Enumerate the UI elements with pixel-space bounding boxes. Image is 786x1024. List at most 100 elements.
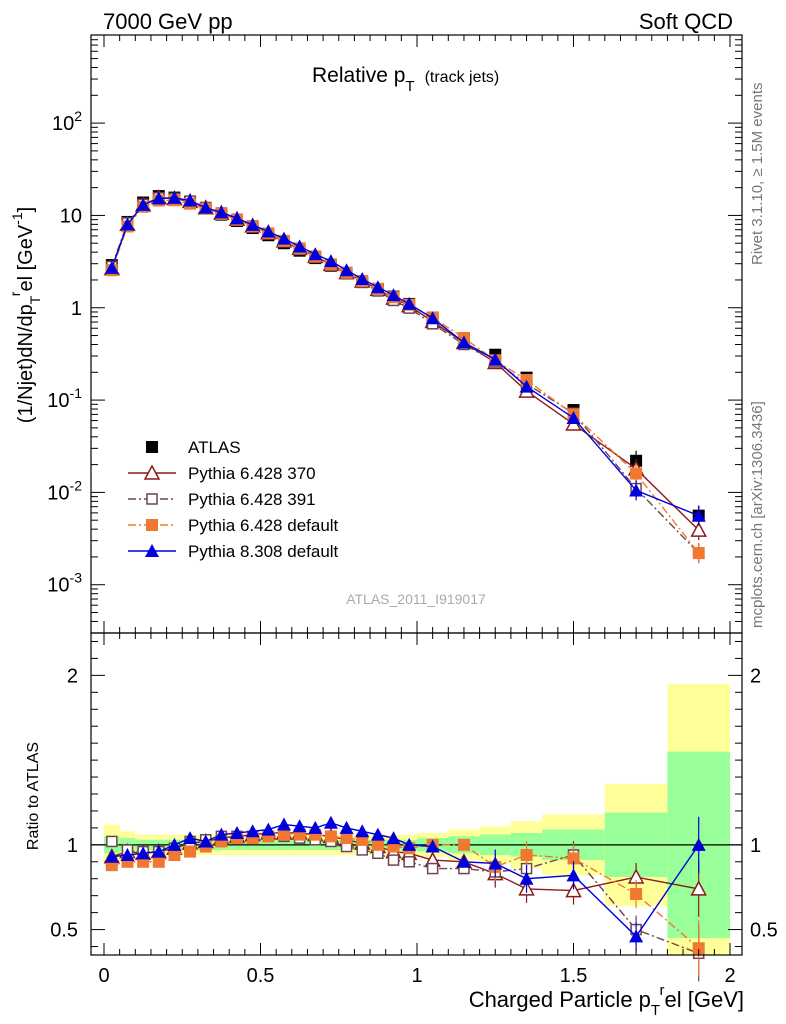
ratio-y-tick-label-right: 1: [750, 835, 761, 857]
legend-marker: [145, 544, 159, 557]
main-point: [355, 271, 370, 285]
main-point: [629, 483, 644, 497]
main-point: [456, 335, 471, 349]
main-point: [519, 379, 534, 393]
ratio-point: [151, 844, 166, 858]
ratio-point: [276, 817, 291, 831]
ratio-point: [426, 862, 439, 875]
ratio-point: [425, 839, 440, 853]
ratio-point: [565, 882, 582, 898]
main-point: [402, 296, 417, 310]
legend-label: ATLAS: [188, 438, 241, 457]
ratio-series-layer: [103, 815, 707, 982]
rivet-version-label: Rivet 3.1.10, ≥ 1.5M events: [749, 83, 766, 266]
x-tick-label: 1.5: [560, 965, 588, 987]
main-point: [136, 197, 151, 211]
plot-title-note: (track jets): [425, 69, 500, 86]
ratio-bands: [91, 683, 742, 955]
ratio-point: [566, 868, 581, 882]
main-point: [339, 263, 354, 277]
ratio-point: [567, 852, 580, 865]
ratio-point: [277, 828, 290, 841]
main-point: [183, 193, 198, 207]
main-point: [245, 217, 260, 231]
main-point: [566, 410, 581, 424]
legend-entry: Pythia 6.428 391: [128, 490, 316, 509]
main-y-tick-label: 102: [52, 108, 82, 135]
main-point: [308, 247, 323, 261]
main-point: [214, 205, 229, 219]
ratio-point: [520, 849, 533, 862]
legend-entry: ATLAS: [146, 438, 241, 457]
main-point: [691, 508, 706, 522]
ratio-point: [292, 819, 307, 833]
ratio-point: [168, 849, 181, 862]
legend-entry: Pythia 8.308 default: [128, 542, 339, 561]
ratio-point: [387, 854, 400, 866]
ratio-point: [488, 856, 503, 870]
plot-title-main: Relative p: [312, 64, 405, 87]
main-point: [425, 311, 440, 325]
ratio-point: [308, 820, 323, 834]
header-category-label: Soft QCD: [639, 9, 733, 34]
main-point: [198, 200, 213, 214]
ratio-y-tick-label: 0.5: [50, 920, 78, 942]
ratio-point: [340, 832, 353, 845]
ratio-point: [104, 849, 119, 863]
main-point: [386, 288, 401, 302]
x-axis-label: Charged Particle pTrel [GeV]: [469, 982, 744, 1019]
main-point: [692, 547, 705, 560]
ratio-point: [371, 838, 384, 851]
legend: ATLAS Pythia 6.428 370 Pythia 6.428 391 Pyt…: [128, 438, 339, 561]
main-y-tick-label: 10-3: [47, 570, 82, 597]
legend-label: Pythia 6.428 391: [188, 490, 316, 509]
main-point: [120, 217, 135, 231]
main-y-tick-label: 10-1: [47, 385, 82, 412]
main-point: [104, 260, 119, 274]
legend-marker: [143, 464, 161, 480]
legend-entry: Pythia 6.428 default: [128, 516, 339, 535]
main-point: [690, 521, 707, 537]
ratio-point: [183, 831, 198, 845]
ratio-point: [324, 830, 337, 843]
ratio-point: [691, 837, 706, 851]
main-point: [261, 224, 276, 238]
ratio-point: [261, 822, 276, 836]
legend-marker: [146, 441, 158, 453]
ratio-point: [457, 838, 470, 851]
ratio-point: [386, 831, 401, 845]
ratio-point: [152, 855, 165, 868]
axes-layer: 0 0.5 1 1.5 2 10-3 10-2 10-1 1 10 102 0.5 0.5 1 1 2 2: [47, 34, 778, 987]
ratio-point: [323, 815, 338, 829]
ratio-point: [402, 837, 417, 851]
plot-title-subscript: T: [405, 78, 414, 95]
main-point: [370, 280, 385, 294]
legend-marker: [146, 493, 158, 505]
main-y-axis-label: (1/Njet)dN/dpTrel [GeV-1]: [7, 207, 43, 423]
ratio-point: [630, 887, 643, 900]
ratio-y-axis-label: Ratio to ATLAS: [25, 742, 42, 850]
mcplots-reference-label: mcplots.cern.ch [arXiv:1306.3436]: [749, 401, 766, 628]
ratio-point: [356, 844, 368, 856]
ratio-point: [214, 827, 229, 841]
legend-entry: Pythia 6.428 370: [128, 464, 316, 483]
x-tick-label: 2: [724, 965, 735, 987]
main-point: [488, 352, 503, 366]
ratio-point: [690, 880, 707, 896]
main-y-tick-label: 1: [71, 298, 82, 320]
ratio-point: [355, 824, 370, 838]
plot-title: Relative pT (track jets): [312, 64, 499, 95]
legend-label: Pythia 6.428 370: [188, 464, 316, 483]
main-series-layer: [103, 189, 707, 564]
ratio-point: [136, 846, 151, 860]
ratio-point: [167, 837, 182, 851]
main-y-tick-label: 10: [60, 205, 82, 227]
ratio-point: [403, 856, 415, 868]
x-tick-label: 0.5: [247, 965, 275, 987]
legend-label: Pythia 6.428 default: [188, 516, 339, 535]
legend-label: Pythia 8.308 default: [188, 542, 339, 561]
legend-marker: [146, 519, 158, 531]
main-point: [151, 191, 166, 205]
analysis-watermark: ATLAS_2011_I919017: [346, 591, 486, 607]
